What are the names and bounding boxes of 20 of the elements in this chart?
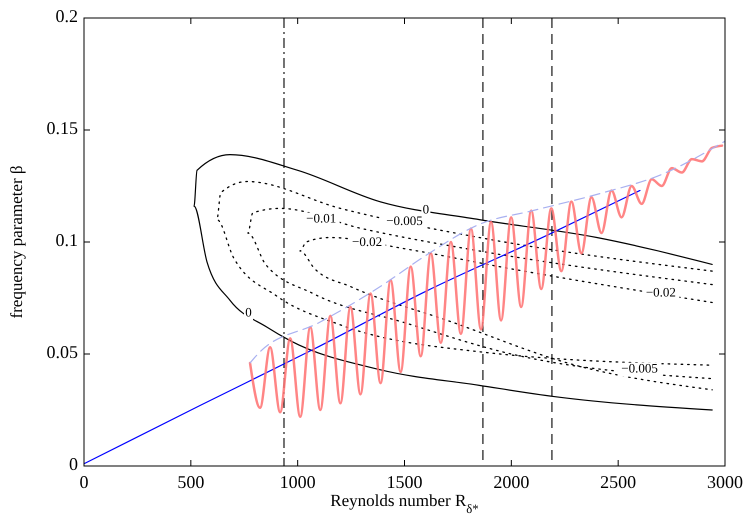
- x-tick-label: 1000: [280, 472, 316, 492]
- annotation: 0: [422, 202, 430, 217]
- y-tick-label: 0.15: [46, 118, 78, 138]
- y-axis-title: frequency parameter β: [7, 165, 26, 319]
- x-tick-label: 1500: [386, 472, 422, 492]
- annotation: 0: [245, 304, 252, 320]
- x-tick-label: 3000: [707, 472, 743, 492]
- x-axis-title: Reynolds number R$_{δ*}$: [330, 491, 479, 516]
- annotation: −0.005: [621, 360, 658, 376]
- annotation: −0.005: [386, 212, 423, 228]
- y-tick-label: 0.2: [56, 6, 78, 26]
- x-tick-label: 2500: [600, 472, 636, 492]
- annotation: −0.02: [646, 284, 676, 300]
- y-tick-label: 0: [69, 454, 78, 474]
- y-tick-label: 0.1: [56, 230, 78, 250]
- x-tick-label: 500: [177, 472, 204, 492]
- y-tick-label: 0.05: [46, 342, 78, 362]
- x-tick-label: 2000: [493, 472, 530, 492]
- annotation: −0.01: [306, 210, 336, 226]
- annotation: −0.02: [352, 234, 382, 250]
